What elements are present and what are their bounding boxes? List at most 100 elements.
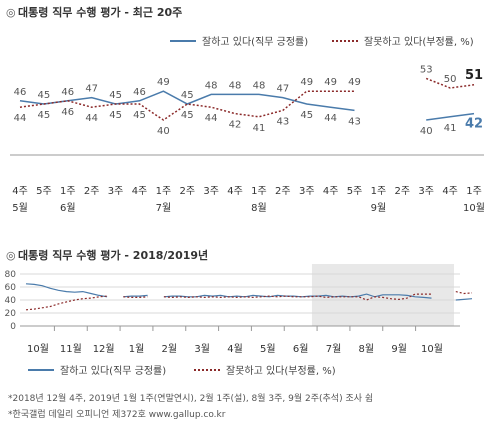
series-line-negative [455,291,473,295]
circle-mark-icon: ◎ [6,249,16,262]
x-tick-week: 2주 [275,186,291,197]
data-label-negative: 42 [229,120,242,131]
x-tick-month: 11월 [60,343,82,355]
y-tick-label: 80 [5,270,17,280]
data-label-negative: 46 [61,107,74,118]
x-tick-week: 1주 [60,186,76,197]
x-tick-week: 1주 [466,186,482,197]
series-line-negative [19,90,355,121]
data-label-negative: 44 [14,113,27,124]
y-tick-label: 0 [10,322,16,332]
chart-title: ◎ 대통령 직무 수행 평가 - 2018/2019년 [6,247,208,263]
footnote: *한국갤럽 데일리 오피니언 제372호 www.gallup.co.kr [8,410,226,420]
x-tick-week: 2주 [395,186,411,197]
x-tick-month: 5월 [12,202,28,214]
x-tick-week: 4주 [227,186,243,197]
data-label-positive: 46 [14,87,27,98]
data-label-negative: 50 [444,74,457,85]
x-tick-week: 4주 [12,186,28,197]
series-line-negative [425,77,475,89]
x-tick-month: 10월 [421,343,443,355]
legend-label-positive: 잘하고 있다(직무 긍정률) [60,364,166,377]
x-tick-week: 3주 [418,186,434,197]
x-tick-month: 3월 [194,343,210,355]
x-tick-week: 4주 [132,186,148,197]
data-label-negative: 45 [181,110,194,121]
x-tick-month: 12월 [93,343,115,355]
yearly-chart: 0 20 40 60 80 10월 11월 12월 1월 2월 3월 4월 5월 6월 7월 8월 9월 10월 [5,264,473,355]
data-label-negative: 49 [324,77,337,88]
data-label-positive: 45 [38,90,51,101]
data-label-positive: 40 [420,126,433,137]
series-line-positive [19,90,355,112]
legend-label-positive: 잘하고 있다(직무 긍정률) [202,35,308,48]
x-tick-week: 5주 [36,186,52,197]
x-tick-week: 3주 [108,186,124,197]
data-label-negative: 43 [276,116,289,127]
x-tick-week: 1주 [156,186,172,197]
x-tick-month: 4월 [227,343,243,355]
data-label-positive: 46 [133,87,146,98]
data-label-positive: 48 [229,80,242,91]
data-label-positive: 49 [157,77,170,88]
x-tick-week: 5주 [347,186,363,197]
series-line-positive [123,294,148,298]
data-label-negative: 41 [253,123,266,134]
x-tick-week: 2주 [179,186,195,197]
data-label-positive: 41 [444,123,457,134]
x-tick-month: 10월 [27,343,49,355]
data-label-negative: 49 [300,77,313,88]
x-tick-month: 9월 [391,343,407,355]
chart-title-text: 대통령 직무 수행 평가 - 2018/2019년 [18,249,209,262]
series-line-negative [25,295,108,311]
x-tick-month: 5월 [260,343,276,355]
chart-title: ◎ 대통령 직무 수행 평가 - 최근 20주 [6,4,182,20]
x-tick-week: 1주 [371,186,387,197]
footnote: *2018년 12월 4주, 2019년 1월 1주(연말연시), 2월 1주(… [8,394,374,404]
y-tick-label: 60 [5,283,17,293]
x-tick-month: 2월 [162,343,178,355]
data-label-positive: 45 [109,90,122,101]
x-tick-month: 1월 [129,343,145,355]
x-tick-month: 6월 [293,343,309,355]
x-tick-week: 3주 [299,186,315,197]
x-tick-week: 2주 [84,186,100,197]
data-label-positive: 48 [205,80,218,91]
data-label-positive: 44 [324,113,337,124]
x-tick-week: 4주 [442,186,458,197]
data-label-negative: 44 [205,113,218,124]
x-tick-month: 7월 [326,343,342,355]
series-line-positive [455,298,473,301]
legend-label-negative: 잘못하고 있다(부정률, %) [226,364,336,377]
data-label-positive: 43 [348,116,361,127]
data-label-negative: 40 [157,126,170,137]
series-line-positive [163,293,432,299]
x-tick-week: 4주 [323,186,339,197]
circle-mark-icon: ◎ [6,6,16,19]
x-tick-month: 6월 [60,202,76,214]
data-label-negative: 53 [420,64,433,75]
series-line-positive [25,283,108,298]
data-label-positive: 47 [85,84,98,95]
data-label-negative: 49 [348,77,361,88]
data-label-positive: 48 [253,80,266,91]
x-tick-week: 1주 [251,186,267,197]
data-label-negative: 51 [465,68,483,83]
data-label-positive: 45 [300,110,313,121]
data-label-positive: 46 [61,87,74,98]
data-label-positive: 42 [465,117,483,132]
x-tick-month: 8월 [359,343,375,355]
x-tick-month: 10월 [463,202,485,214]
data-label-negative: 45 [133,110,146,121]
series-line-negative [163,293,432,301]
chart-title-text: 대통령 직무 수행 평가 - 최근 20주 [18,6,183,19]
series-line-negative [123,296,148,298]
x-tick-month: 9월 [371,202,387,214]
data-label-negative: 45 [38,110,51,121]
x-tick-month: 8월 [251,202,267,214]
series-line-positive [426,112,475,121]
y-tick-label: 40 [5,296,17,306]
legend-label-negative: 잘못하고 있다(부정률, %) [364,35,474,48]
data-label-positive: 45 [181,90,194,101]
